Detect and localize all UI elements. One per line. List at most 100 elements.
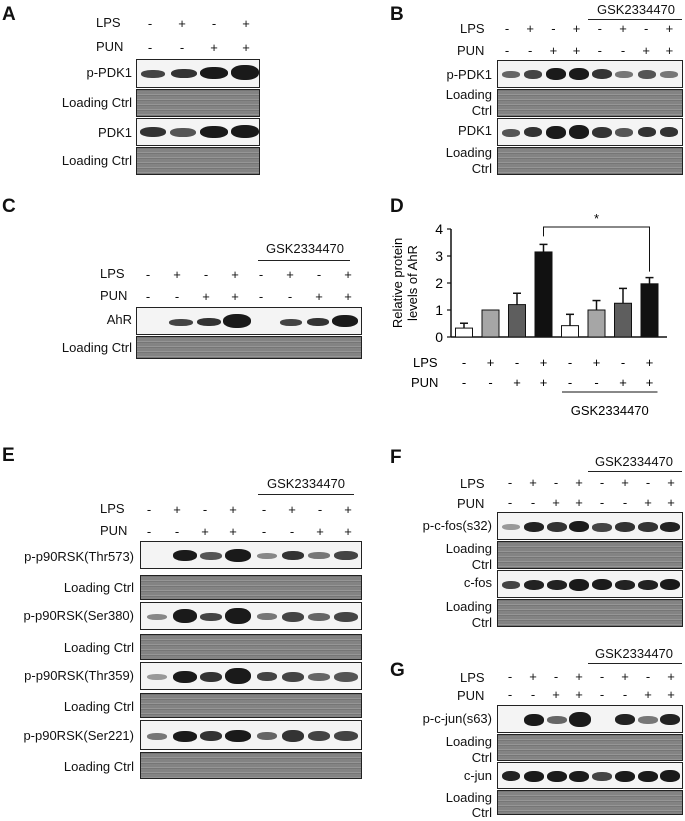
x-pun-sign: + [619, 375, 627, 390]
blot-e-p90rsk-thr573 [140, 541, 362, 569]
blot-label-loading-ctrl: Loading Ctrl [63, 759, 134, 774]
blot-f-p-c-fos [497, 512, 683, 540]
x-pun-sign: + [540, 375, 548, 390]
x-pun-sign: - [568, 375, 572, 390]
blot-label-loading-ctrl: Loading Ctrl [61, 153, 132, 168]
panel-a-pun-sign: - [179, 40, 185, 55]
e-pun-sign: - [289, 524, 295, 539]
blot-label-ctrl: Ctrl [471, 103, 492, 118]
f-lps-sign: + [667, 475, 675, 490]
g-pun-sign: + [575, 687, 583, 702]
f-pun-sign: + [644, 495, 652, 510]
panel-e-pun-label: PUN [100, 523, 128, 538]
b-pun-sign: + [642, 43, 650, 58]
e-pun-sign: + [201, 524, 209, 539]
c-lps-sign: + [231, 267, 239, 282]
x-pun-sign: + [646, 375, 654, 390]
blot-label-loading-ctrl: Loading Ctrl [63, 580, 134, 595]
panel-e-gsk-line [258, 494, 354, 495]
panel-e-gsk-label: GSK2334470 [266, 476, 346, 491]
blot-label-loading: Loading [445, 541, 492, 556]
blot-label-loading-ctrl: Loading Ctrl [63, 699, 134, 714]
g-lps-sign: - [599, 669, 605, 684]
c-pun-sign: - [145, 289, 151, 304]
blot-c-loading-ctrl [136, 336, 362, 359]
x-pun-label: PUN [411, 375, 438, 390]
blot-e-loading-ctrl [140, 634, 362, 660]
blot-label-c-fos: c-fos [463, 575, 492, 590]
c-lps-sign: - [316, 267, 322, 282]
e-pun-sign: + [344, 524, 352, 539]
panel-e-lps-label: LPS [100, 501, 125, 516]
blot-label-p-c-fos: p-c-fos(s32) [422, 518, 492, 533]
panel-a-pun-label: PUN [96, 39, 124, 54]
blot-label-p-pdk1: p-PDK1 [446, 67, 492, 82]
panel-a-letter: A [2, 4, 16, 25]
b-lps-sign: + [572, 21, 581, 36]
panel-b-pun-label: PUN [457, 43, 485, 58]
panel-b-lps-label: LPS [460, 21, 485, 36]
blot-g-p-c-jun [497, 705, 683, 733]
panel-f-letter: F [390, 447, 402, 468]
significance-star: * [594, 211, 599, 226]
x-lps-sign: + [593, 355, 601, 370]
c-pun-sign: - [287, 289, 293, 304]
f-lps-sign: - [645, 475, 651, 490]
blot-b-loading-ctrl [497, 89, 683, 117]
panel-a-pun-sign: + [210, 40, 218, 55]
blot-e-loading-ctrl [140, 575, 362, 600]
c-pun-sign: + [344, 289, 352, 304]
y-tick-label: 3 [435, 248, 443, 264]
blot-label-loading-ctrl: Loading Ctrl [63, 640, 134, 655]
blot-label-pdk1: PDK1 [458, 123, 492, 138]
c-lps-sign: + [286, 267, 294, 282]
e-pun-sign: - [261, 524, 267, 539]
panel-f-lps-label: LPS [460, 476, 485, 491]
c-pun-sign: - [174, 289, 180, 304]
blot-label-ctrl: Ctrl [471, 805, 492, 820]
g-lps-sign: - [507, 669, 513, 684]
blot-label-loading: Loading [445, 734, 492, 749]
panel-a-lps-sign: + [242, 16, 250, 31]
x-lps-label: LPS [413, 355, 438, 370]
b-lps-sign: - [551, 21, 556, 36]
panel-a-pun-sign: + [242, 40, 250, 55]
blot-label-pdk1: PDK1 [98, 125, 132, 140]
ahr-bar-chart: 0 1 2 3 4 Relative proteinlevels of AhR LPS PUN… [390, 211, 667, 418]
e-lps-sign: - [202, 502, 208, 517]
blot-label-p90rsk-ser380: p-p90RSK(Ser380) [23, 608, 134, 623]
e-lps-sign: - [146, 502, 152, 517]
gsk-group-label: GSK2334470 [571, 403, 649, 418]
e-lps-sign: + [344, 502, 352, 517]
g-lps-sign: - [645, 669, 651, 684]
blot-label-ctrl: Ctrl [471, 615, 492, 630]
e-lps-sign: - [317, 502, 323, 517]
c-lps-sign: - [145, 267, 151, 282]
b-pun-sign: - [528, 43, 533, 58]
blot-g-c-jun [497, 762, 683, 789]
y-axis-label: Relative proteinlevels of AhR [390, 238, 420, 328]
panel-g-letter: G [390, 660, 405, 681]
c-lps-sign: + [344, 267, 352, 282]
panel-b-letter: B [390, 4, 404, 25]
blot-label-loading-ctrl: Loading Ctrl [61, 95, 132, 110]
blot-e-p90rsk-thr359 [140, 662, 362, 690]
panel-a-lps-sign: - [211, 16, 217, 31]
f-lps-sign: - [599, 475, 605, 490]
f-pun-sign: - [507, 495, 513, 510]
b-lps-sign: - [597, 21, 602, 36]
g-pun-sign: + [667, 687, 675, 702]
panel-c-pun-label: PUN [100, 288, 128, 303]
c-lps-sign: - [203, 267, 209, 282]
g-lps-sign: + [621, 669, 629, 684]
g-pun-sign: - [530, 687, 536, 702]
g-lps-sign: + [575, 669, 583, 684]
bar [481, 309, 500, 338]
x-lps-sign: + [646, 355, 654, 370]
bar [455, 327, 473, 338]
e-pun-sign: - [174, 524, 180, 539]
x-pun-sign: - [488, 375, 492, 390]
c-pun-sign: - [258, 289, 264, 304]
panel-f-gsk-line [588, 471, 682, 472]
c-pun-sign: + [315, 289, 323, 304]
